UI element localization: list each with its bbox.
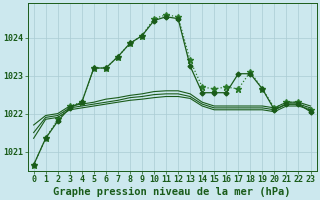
X-axis label: Graphe pression niveau de la mer (hPa): Graphe pression niveau de la mer (hPa) <box>53 186 291 197</box>
